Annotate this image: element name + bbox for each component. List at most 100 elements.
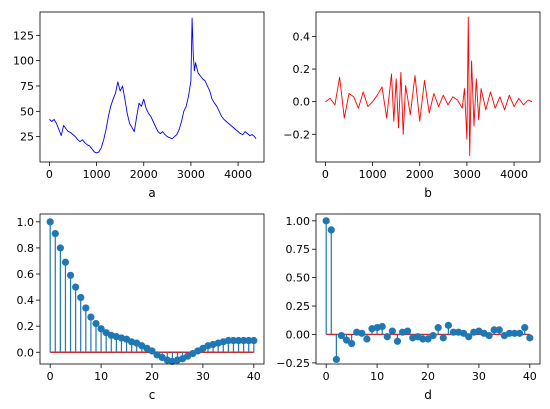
stem-marker xyxy=(51,229,59,238)
stem-marker xyxy=(485,331,493,340)
x-tick-label: 3000 xyxy=(453,168,481,181)
y-tick-label: 100 xyxy=(13,55,34,68)
x-axis-label: d xyxy=(424,388,432,402)
series-line xyxy=(325,16,533,156)
y-tick-label: 1.0 xyxy=(17,216,35,229)
y-tick-label: 0.00 xyxy=(286,328,311,341)
stem-marker xyxy=(77,293,85,302)
y-tick-label: −0.25 xyxy=(276,357,310,370)
stem-marker xyxy=(521,324,529,332)
stem-marker xyxy=(66,271,75,279)
x-tick-label: 0 xyxy=(46,168,53,181)
stem-marker xyxy=(434,324,442,332)
panel-d: 0 10 20 30 40 −0.25 0.00 0.25 0.50 0.75 1.00 d xyxy=(276,213,541,402)
plot-frame xyxy=(39,11,265,163)
stem-marker xyxy=(526,334,534,342)
x-tick-label: 0 xyxy=(322,168,329,181)
stem-marker xyxy=(419,335,427,343)
stem-marker xyxy=(516,329,524,337)
stem-marker xyxy=(465,333,473,341)
x-axis-label: a xyxy=(148,186,155,200)
stem-marker xyxy=(388,327,396,335)
y-tick-label: 0.6 xyxy=(17,268,35,281)
stem-marker xyxy=(439,334,447,342)
x-tick-label: 3000 xyxy=(177,168,205,181)
x-tick-label: 40 xyxy=(523,370,537,383)
x-tick-label: 4000 xyxy=(224,168,252,181)
stem-marker xyxy=(245,336,253,345)
stem-marker xyxy=(404,327,412,335)
x-tick-label: 2000 xyxy=(406,168,434,181)
panel-b: 0 1000 2000 3000 4000 −0.2 0.0 0.2 0.4 b xyxy=(283,11,541,200)
x-tick-label: 20 xyxy=(421,370,435,383)
stem-marker xyxy=(92,319,100,328)
stem-marker xyxy=(358,329,366,337)
panel-c: 0 10 20 30 40 0.0 0.2 0.4 0.6 0.8 1.0 c xyxy=(17,213,265,402)
x-tick-label: 10 xyxy=(94,370,108,383)
y-tick-label: 0.25 xyxy=(286,300,311,313)
stem-marker xyxy=(97,325,105,333)
plot-frame xyxy=(315,11,541,163)
y-tick-label: 50 xyxy=(20,105,34,118)
x-axis-label: c xyxy=(149,388,156,402)
stem-marker xyxy=(378,322,386,331)
stem-marker xyxy=(327,226,335,234)
y-tick-label: 0.8 xyxy=(17,242,35,255)
stem-marker xyxy=(510,329,519,337)
stem-marker xyxy=(348,339,356,348)
stem-marker xyxy=(505,329,514,337)
y-tick-label: 0.50 xyxy=(286,272,311,285)
stem-marker xyxy=(87,313,95,321)
series-line xyxy=(49,17,257,154)
x-tick-label: 30 xyxy=(196,370,210,383)
stem-marker xyxy=(363,335,371,343)
y-tick-label: −0.2 xyxy=(283,128,310,141)
stem-marker xyxy=(234,336,243,345)
y-tick-label: 25 xyxy=(20,131,34,144)
x-tick-label: 1000 xyxy=(83,168,111,181)
y-tick-label: 1.00 xyxy=(286,215,311,228)
y-tick-label: 0.4 xyxy=(293,30,311,43)
x-tick-label: 20 xyxy=(145,370,159,383)
stem-marker xyxy=(444,321,452,329)
x-tick-label: 1000 xyxy=(359,168,387,181)
x-tick-label: 40 xyxy=(247,370,261,383)
y-tick-label: 0.75 xyxy=(286,243,311,256)
stem-marker xyxy=(224,336,232,345)
panel-a: 0 1000 2000 3000 4000 25 50 75 100 125 a xyxy=(13,11,265,200)
x-tick-label: 10 xyxy=(370,370,384,383)
stem-marker xyxy=(332,355,340,364)
x-axis-label: b xyxy=(424,186,432,200)
stem-marker xyxy=(449,328,458,336)
x-tick-label: 2000 xyxy=(130,168,158,181)
stem-marker xyxy=(342,336,351,344)
stem-marker xyxy=(383,333,391,341)
stem-marker xyxy=(429,331,437,340)
stem-marker xyxy=(148,347,156,355)
y-tick-label: 75 xyxy=(20,80,34,93)
y-tick-label: 0.0 xyxy=(293,96,311,109)
y-tick-label: 0.2 xyxy=(17,320,35,333)
stem-marker xyxy=(72,283,80,291)
stem-marker xyxy=(393,337,402,345)
stem-marker xyxy=(460,329,468,337)
y-tick-label: 0.2 xyxy=(293,63,311,76)
x-tick-label: 4000 xyxy=(500,168,528,181)
y-tick-label: 0.0 xyxy=(17,346,35,359)
x-tick-label: 30 xyxy=(472,370,486,383)
stem-marker xyxy=(322,217,330,225)
x-tick-label: 0 xyxy=(323,370,330,383)
stem-marker xyxy=(61,258,70,266)
stem-marker xyxy=(46,218,54,226)
stem-marker xyxy=(56,244,64,252)
stem-marker xyxy=(229,336,238,345)
stem-marker xyxy=(490,326,498,334)
stem-marker xyxy=(337,331,346,340)
stem-marker xyxy=(240,336,248,345)
stem-marker xyxy=(424,335,432,343)
stem-marker xyxy=(250,336,258,345)
stem-marker xyxy=(82,304,90,312)
stem-marker xyxy=(495,326,503,334)
x-tick-label: 0 xyxy=(47,370,54,383)
